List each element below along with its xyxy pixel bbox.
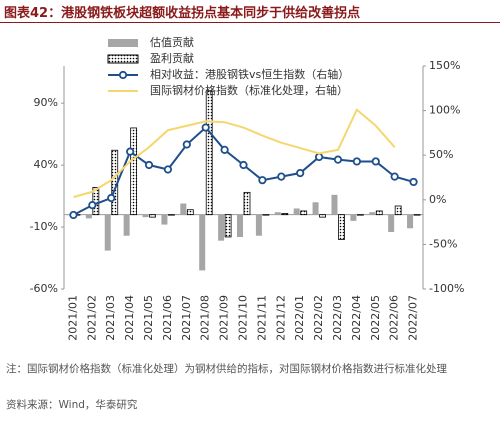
chart: -60% -10% 40% 90% -100% -50% 0% 50% 100% 150% 2021…	[30, 35, 465, 341]
y-tick-label: 90%	[34, 96, 58, 109]
source: 资料来源：Wind，华泰研究	[6, 399, 138, 411]
legend-label: 国际钢材价格指数（标准化处理，右轴）	[150, 83, 348, 97]
bar	[407, 214, 414, 229]
bar	[338, 214, 345, 240]
bar	[356, 214, 364, 216]
bar	[180, 203, 187, 215]
x-tick-label: 2021/10	[237, 295, 250, 341]
y2-tick-label: 100%	[429, 104, 460, 117]
legend-marker	[118, 70, 128, 80]
legend-swatch	[107, 54, 139, 64]
note: 注：国际钢材价格指数（标准化处理）为钢材供给的指标，对国际钢材价格指数进行标准化…	[6, 363, 447, 375]
bar	[319, 214, 326, 218]
bar	[85, 214, 92, 219]
title-rule	[0, 22, 500, 23]
y-tick-label: 40%	[34, 158, 58, 171]
x-tick-label: 2021/08	[199, 295, 212, 341]
marker	[258, 176, 267, 185]
bar	[149, 214, 156, 218]
marker	[371, 157, 380, 166]
x-tick-label: 2021/01	[66, 295, 79, 341]
marker	[107, 193, 116, 203]
bar	[224, 214, 232, 238]
x-tick-label: 2022/07	[407, 295, 420, 341]
line	[72, 126, 414, 216]
bar	[255, 214, 262, 236]
bar	[123, 214, 130, 236]
legend-label: 盈利贡献	[150, 51, 194, 65]
bar	[243, 191, 251, 216]
bar	[281, 213, 289, 216]
marker	[409, 177, 418, 187]
x-tick-label: 2021/09	[218, 295, 231, 341]
y2-tick-label: -100%	[429, 282, 464, 295]
x-tick-label: 2022/05	[369, 295, 382, 341]
x-tick-label: 2022/01	[293, 295, 306, 341]
marker	[333, 155, 343, 164]
bar	[104, 214, 111, 251]
marker	[296, 168, 305, 178]
bar	[262, 214, 270, 216]
legend-label: 相对收益：港股钢铁vs恒生指数（右轴）	[150, 67, 349, 81]
bar	[388, 214, 395, 233]
y2-tick-label: 150%	[429, 59, 460, 72]
bar	[375, 210, 383, 216]
marker	[239, 160, 248, 170]
bar	[205, 90, 213, 216]
legend-swatch	[108, 39, 138, 47]
bar	[413, 214, 421, 216]
y-tick-label: -10%	[30, 220, 58, 233]
y2-tick-label: 0%	[429, 193, 446, 206]
marker	[182, 140, 191, 149]
x-tick-label: 2022/02	[312, 295, 325, 341]
bar	[161, 214, 168, 225]
bar	[350, 214, 357, 221]
bar	[186, 209, 194, 216]
bar	[237, 214, 243, 237]
bar	[293, 208, 300, 215]
marker	[352, 157, 361, 166]
bar	[312, 202, 319, 215]
bar	[92, 187, 100, 216]
bar	[274, 212, 281, 215]
x-tick-label: 2021/02	[85, 295, 98, 341]
marker	[163, 165, 173, 174]
bar	[300, 210, 308, 216]
marker	[201, 123, 210, 132]
bar	[218, 214, 225, 241]
y2-tick-label: 50%	[429, 148, 453, 161]
x-tick-label: 2021/07	[180, 295, 193, 341]
bar	[168, 214, 175, 216]
y-tick-label: -60%	[30, 282, 58, 295]
x-tick-label: 2021/12	[274, 295, 287, 341]
line	[73, 108, 396, 199]
marker	[88, 201, 97, 210]
bar	[369, 212, 376, 215]
x-tick-label: 2021/05	[142, 295, 155, 341]
marker	[277, 172, 286, 181]
marker	[69, 210, 78, 220]
x-tick-label: 2021/06	[161, 295, 174, 341]
marker	[314, 152, 324, 162]
x-tick-label: 2021/03	[104, 295, 117, 341]
chart-title: 图表42：港股钢铁板块超额收益拐点基本同步于供给改善拐点	[4, 6, 361, 21]
legend-label: 估值贡献	[150, 35, 194, 49]
bar	[130, 127, 138, 216]
marker	[144, 160, 154, 170]
x-tick-label: 2022/04	[350, 295, 363, 341]
bar	[142, 214, 149, 218]
x-tick-label: 2022/03	[331, 295, 344, 341]
bar	[331, 194, 338, 215]
x-tick-label: 2021/11	[255, 295, 268, 341]
marker	[126, 147, 135, 156]
marker	[390, 172, 399, 181]
bar	[199, 214, 206, 271]
y2-tick-label: -50%	[429, 237, 457, 250]
bar	[394, 205, 402, 216]
x-tick-label: 2021/04	[123, 295, 136, 341]
marker	[220, 145, 229, 154]
x-tick-label: 2022/06	[388, 295, 401, 341]
